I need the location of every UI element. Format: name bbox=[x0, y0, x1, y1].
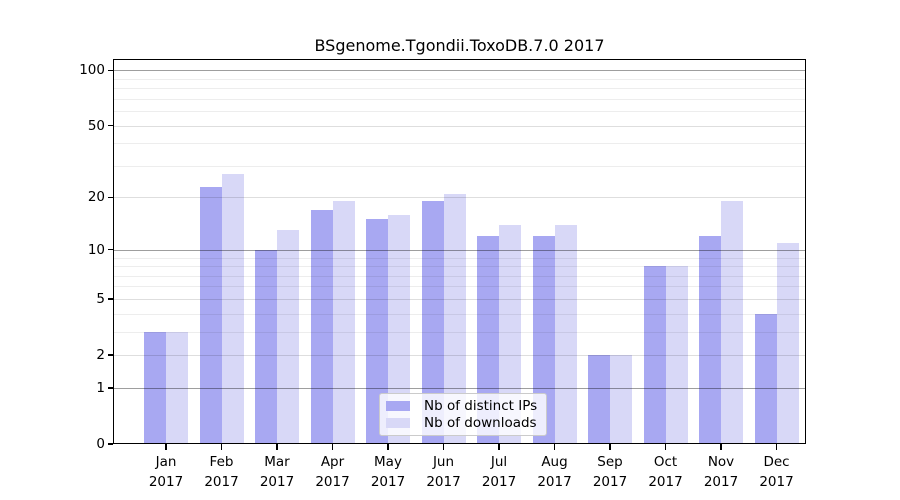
minor-gridline bbox=[113, 143, 806, 145]
y-tick-mark bbox=[108, 443, 113, 445]
bar-distinct-ips-may bbox=[366, 219, 388, 444]
bar-distinct-ips-oct bbox=[643, 266, 666, 444]
y-tick-label: 10 bbox=[87, 241, 105, 258]
x-tick-mark bbox=[664, 444, 667, 450]
bar-distinct-ips-nov bbox=[699, 236, 721, 444]
minor-gridline bbox=[113, 98, 806, 100]
y-tick-mark bbox=[108, 69, 113, 71]
legend-label-distinct-ips: Nb of distinct IPs bbox=[424, 397, 538, 414]
x-tick-mark bbox=[276, 444, 278, 450]
bar-distinct-ips-jul bbox=[477, 236, 499, 444]
minor-gridline bbox=[113, 266, 806, 268]
bar-downloads-feb bbox=[221, 174, 244, 444]
labeled-gridline bbox=[113, 125, 806, 127]
bar-downloads-may bbox=[388, 214, 410, 444]
x-tick-label: Nov 2017 bbox=[703, 454, 739, 490]
x-tick-label: May 2017 bbox=[370, 454, 406, 490]
bar-downloads-aug bbox=[554, 224, 577, 444]
labeled-gridline bbox=[113, 197, 806, 199]
minor-gridline bbox=[113, 165, 806, 167]
bar-downloads-jun bbox=[443, 193, 466, 444]
x-tick-label: Sep 2017 bbox=[592, 454, 628, 490]
legend-swatch-distinct-ips-icon bbox=[386, 400, 410, 411]
decade-gridline bbox=[113, 70, 806, 72]
y-tick-mark bbox=[108, 196, 113, 199]
labeled-gridline bbox=[113, 355, 806, 357]
x-tick-label: Feb 2017 bbox=[204, 454, 239, 490]
x-tick-mark bbox=[442, 444, 445, 450]
bar-distinct-ips-mar bbox=[255, 249, 277, 444]
x-tick-mark bbox=[165, 444, 167, 450]
y-tick-mark bbox=[108, 354, 113, 356]
bar-distinct-ips-jan bbox=[144, 331, 166, 444]
bar-distinct-ips-sep bbox=[588, 355, 610, 444]
y-tick-mark bbox=[108, 124, 113, 127]
bar-distinct-ips-aug bbox=[532, 236, 555, 444]
bar-downloads-oct bbox=[665, 266, 688, 444]
legend-swatch-downloads-icon bbox=[386, 418, 410, 429]
x-tick-label: Jul 2017 bbox=[481, 454, 517, 490]
x-tick-mark bbox=[775, 444, 778, 450]
bar-downloads-jan bbox=[166, 331, 188, 444]
chart-title: BSgenome.Tgondii.ToxoDB.7.0 2017 bbox=[314, 36, 605, 55]
bar-distinct-ips-feb bbox=[199, 186, 222, 444]
y-tick-label: 50 bbox=[87, 117, 105, 134]
x-tick-label: Dec 2017 bbox=[759, 454, 794, 490]
bar-downloads-mar bbox=[277, 230, 299, 444]
decade-gridline bbox=[113, 387, 806, 389]
x-tick-mark bbox=[220, 444, 223, 450]
x-tick-label: Mar 2017 bbox=[259, 454, 295, 490]
y-tick-label: 1 bbox=[96, 379, 105, 396]
y-tick-mark bbox=[108, 249, 113, 251]
legend-label-downloads: Nb of downloads bbox=[424, 415, 537, 432]
y-tick-mark bbox=[108, 387, 113, 389]
bar-downloads-nov bbox=[721, 201, 743, 444]
bar-downloads-apr bbox=[332, 201, 355, 444]
bar-distinct-ips-jun bbox=[421, 201, 444, 444]
x-tick-label: Apr 2017 bbox=[315, 454, 350, 490]
x-tick-mark bbox=[387, 444, 389, 450]
minor-gridline bbox=[113, 111, 806, 113]
legend-item-distinct-ips: Nb of distinct IPs bbox=[386, 398, 540, 414]
bar-distinct-ips-apr bbox=[310, 209, 333, 444]
y-tick-label: 0 bbox=[96, 436, 105, 452]
x-tick-mark bbox=[609, 444, 611, 450]
bar-downloads-dec bbox=[776, 242, 799, 444]
minor-gridline bbox=[113, 88, 806, 90]
x-tick-mark bbox=[720, 444, 722, 450]
bar-downloads-jul bbox=[499, 224, 521, 444]
minor-gridline bbox=[113, 286, 806, 288]
x-tick-label: Jan 2017 bbox=[148, 454, 184, 490]
y-tick-label: 5 bbox=[96, 290, 105, 307]
minor-gridline bbox=[113, 313, 806, 315]
y-tick-label: 2 bbox=[96, 347, 105, 364]
x-tick-mark bbox=[553, 444, 556, 450]
y-tick-mark bbox=[108, 298, 113, 300]
bar-downloads-sep bbox=[610, 355, 632, 444]
decade-gridline bbox=[113, 249, 806, 251]
minor-gridline bbox=[113, 275, 806, 277]
x-tick-mark bbox=[498, 444, 500, 450]
minor-gridline bbox=[113, 257, 806, 259]
plot-area: Nb of distinct IPs Nb of downloads bbox=[113, 59, 806, 444]
labeled-gridline bbox=[113, 298, 806, 300]
x-tick-mark bbox=[331, 444, 334, 450]
minor-gridline bbox=[113, 331, 806, 333]
y-tick-label: 20 bbox=[87, 189, 105, 206]
legend: Nb of distinct IPs Nb of downloads bbox=[379, 393, 547, 436]
x-tick-label: Jun 2017 bbox=[426, 454, 461, 490]
minor-gridline bbox=[113, 78, 806, 80]
legend-item-downloads: Nb of downloads bbox=[386, 415, 540, 431]
bar-distinct-ips-dec bbox=[754, 313, 777, 444]
x-tick-label: Oct 2017 bbox=[648, 454, 683, 490]
y-tick-label: 100 bbox=[79, 62, 105, 79]
x-tick-label: Aug 2017 bbox=[537, 454, 572, 490]
